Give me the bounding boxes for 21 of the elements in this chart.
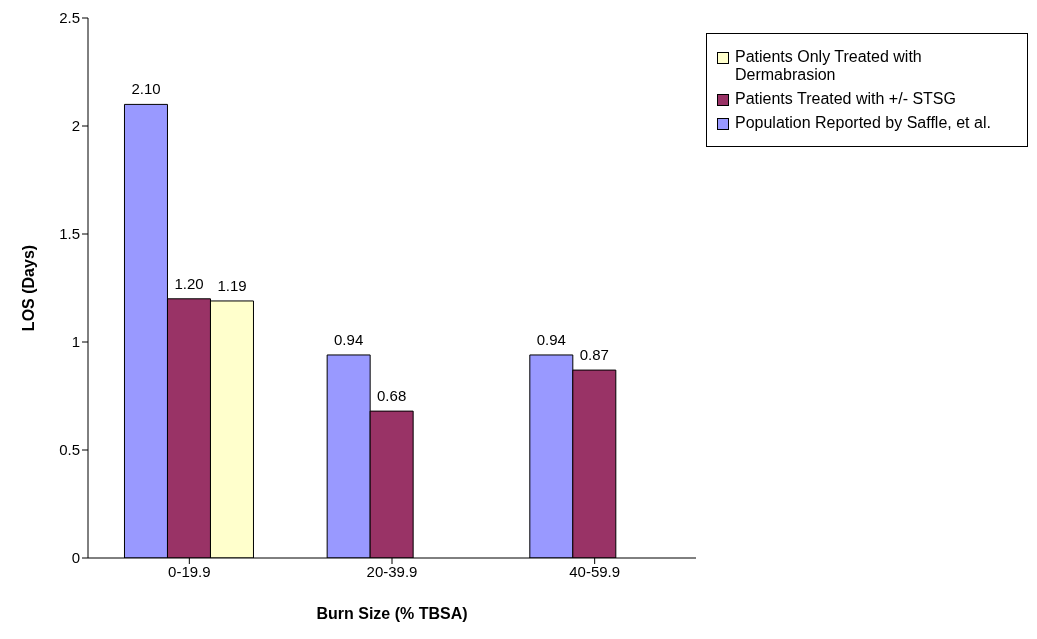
x-tick-label: 20-39.9 xyxy=(366,562,418,580)
y-tick-label: 1 xyxy=(71,333,80,351)
x-axis-title: Burn Size (% TBSA) xyxy=(316,605,468,623)
data-label: 1.19 xyxy=(217,276,247,294)
y-tick-label: 0.5 xyxy=(59,441,80,459)
y-tick-label: 2.5 xyxy=(59,9,80,27)
data-label: 1.20 xyxy=(174,274,204,292)
legend-label: Patients Only Treated with Dermabrasion xyxy=(735,48,923,84)
legend-label: Patients Treated with +/- STSG xyxy=(735,90,956,108)
y-tick-label: 2 xyxy=(71,117,80,135)
data-label: 0.87 xyxy=(579,346,609,364)
data-label: 0.94 xyxy=(536,330,566,348)
y-tick-label: 0 xyxy=(71,549,80,567)
y-axis-title: LOS (Days) xyxy=(19,244,37,332)
data-label: 0.94 xyxy=(334,330,364,348)
x-tick-label: 0-19.9 xyxy=(168,562,211,580)
y-tick-label: 1.5 xyxy=(59,225,80,243)
data-label: 2.10 xyxy=(131,80,161,98)
x-tick-label: 40-59.9 xyxy=(569,562,621,580)
data-label: 0.68 xyxy=(377,387,407,405)
legend-label: Population Reported by Saffle, et al. xyxy=(735,114,991,132)
